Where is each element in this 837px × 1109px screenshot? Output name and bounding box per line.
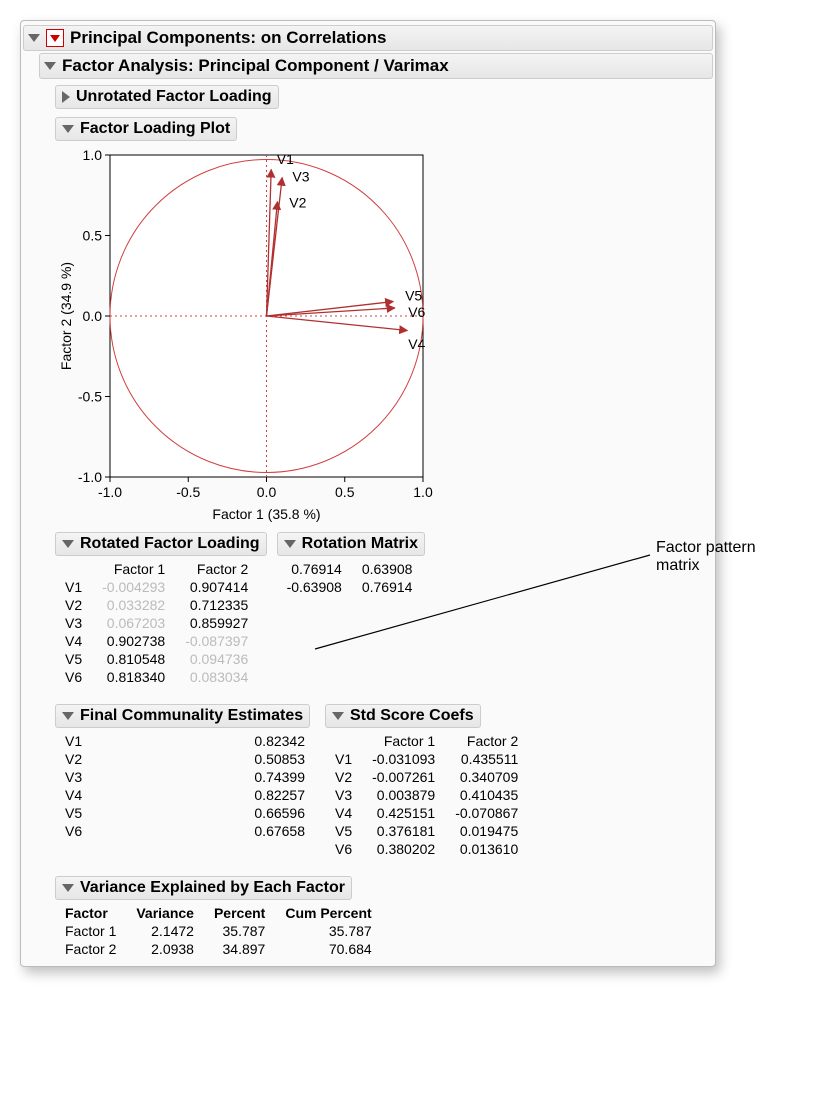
communality-table: V10.82342V20.50853V30.74399V40.82257V50.… bbox=[55, 732, 315, 840]
callout-text-2: matrix bbox=[656, 557, 700, 574]
svg-text:-0.5: -0.5 bbox=[78, 389, 102, 405]
svg-text:1.0: 1.0 bbox=[83, 147, 103, 163]
disclosure-open-icon[interactable] bbox=[62, 540, 74, 548]
main-title: Principal Components: on Correlations bbox=[70, 28, 386, 48]
stdscore-title: Std Score Coefs bbox=[350, 707, 474, 725]
red-menu-icon[interactable] bbox=[46, 29, 64, 47]
variance-header[interactable]: Variance Explained by Each Factor bbox=[55, 876, 352, 900]
rotation-matrix-header[interactable]: Rotation Matrix bbox=[277, 532, 425, 556]
svg-text:V6: V6 bbox=[408, 304, 425, 320]
callout-text-1: Factor pattern bbox=[656, 539, 756, 556]
svg-text:0.5: 0.5 bbox=[83, 228, 103, 244]
callout-label: Factor pattern matrix bbox=[656, 539, 756, 575]
rotation-matrix-table: 0.769140.63908-0.639080.76914 bbox=[277, 560, 423, 596]
factor-analysis-header[interactable]: Factor Analysis: Principal Component / V… bbox=[39, 53, 713, 79]
unrotated-header[interactable]: Unrotated Factor Loading bbox=[55, 85, 279, 109]
variance-title: Variance Explained by Each Factor bbox=[80, 879, 345, 897]
communality-title: Final Communality Estimates bbox=[80, 707, 303, 725]
disclosure-closed-icon[interactable] bbox=[62, 91, 70, 103]
svg-text:V3: V3 bbox=[292, 169, 309, 185]
svg-text:-1.0: -1.0 bbox=[98, 484, 122, 500]
stdscore-header[interactable]: Std Score Coefs bbox=[325, 704, 481, 728]
disclosure-open-icon[interactable] bbox=[28, 34, 40, 42]
rotated-header[interactable]: Rotated Factor Loading bbox=[55, 532, 267, 556]
svg-text:0.0: 0.0 bbox=[257, 484, 277, 500]
svg-text:V4: V4 bbox=[408, 336, 425, 352]
disclosure-open-icon[interactable] bbox=[62, 125, 74, 133]
rotation-matrix-title: Rotation Matrix bbox=[302, 535, 418, 553]
svg-text:V5: V5 bbox=[405, 288, 422, 304]
disclosure-open-icon[interactable] bbox=[62, 884, 74, 892]
svg-text:-1.0: -1.0 bbox=[78, 469, 102, 485]
svg-text:1.0: 1.0 bbox=[413, 484, 433, 500]
unrotated-title: Unrotated Factor Loading bbox=[76, 88, 272, 106]
svg-text:V2: V2 bbox=[289, 194, 306, 210]
report-panel: Principal Components: on Correlations Fa… bbox=[20, 20, 716, 967]
factor-analysis-title: Factor Analysis: Principal Component / V… bbox=[62, 56, 449, 76]
variance-table: FactorVariancePercentCum PercentFactor 1… bbox=[55, 904, 382, 958]
disclosure-open-icon[interactable] bbox=[62, 712, 74, 720]
stdscore-table: Factor 1Factor 2V1-0.0310930.435511V2-0.… bbox=[325, 732, 528, 858]
svg-text:V1: V1 bbox=[277, 151, 294, 167]
rotated-table: Factor 1Factor 2V1-0.0042930.907414V20.0… bbox=[55, 560, 258, 686]
communality-header[interactable]: Final Communality Estimates bbox=[55, 704, 310, 728]
plot-header[interactable]: Factor Loading Plot bbox=[55, 117, 237, 141]
svg-text:0.5: 0.5 bbox=[335, 484, 355, 500]
disclosure-open-icon[interactable] bbox=[332, 712, 344, 720]
factor-loading-plot: V1 V2 V3 V4 V5V6 -1.0-1.0 -0.5 -0.5 0.0 0.0 0.5 0.5… bbox=[55, 145, 435, 528]
svg-text:Factor 2 (34.9 %): Factor 2 (34.9 %) bbox=[58, 262, 74, 370]
svg-text:-0.5: -0.5 bbox=[176, 484, 200, 500]
main-header[interactable]: Principal Components: on Correlations bbox=[23, 25, 713, 51]
svg-text:0.0: 0.0 bbox=[83, 308, 103, 324]
rotated-title: Rotated Factor Loading bbox=[80, 535, 260, 553]
plot-title: Factor Loading Plot bbox=[80, 120, 230, 138]
disclosure-open-icon[interactable] bbox=[44, 62, 56, 70]
svg-text:Factor 1 (35.8 %): Factor 1 (35.8 %) bbox=[212, 506, 320, 522]
disclosure-open-icon[interactable] bbox=[284, 540, 296, 548]
